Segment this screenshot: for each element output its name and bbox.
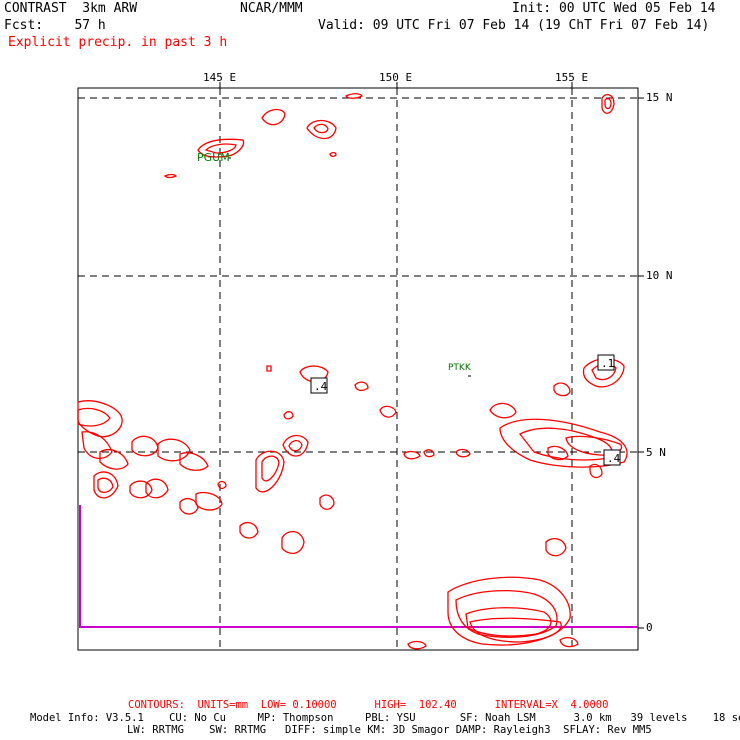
- contour-cell: [313, 123, 329, 134]
- contour-cell: [329, 151, 337, 158]
- model-title: CONTRAST 3km ARW: [4, 1, 138, 16]
- physics-info: LW: RRTMG SW: RRTMG DIFF: simple KM: 3D …: [127, 724, 652, 736]
- contour-cell: [145, 478, 169, 499]
- map-frame: [77, 87, 639, 651]
- contour-cell: [239, 521, 259, 539]
- contour-label-boxes: [310, 354, 621, 466]
- lat-label-15n: 15 N: [646, 91, 673, 104]
- tick-marks: [219, 82, 644, 629]
- contour-cell: [589, 463, 603, 479]
- contour-cell: [288, 439, 303, 452]
- contour-cell: [179, 452, 209, 471]
- contour-cell: [545, 537, 567, 557]
- latlon-grid: [78, 88, 638, 650]
- contour-cell: [204, 143, 237, 154]
- contour-cell: [281, 531, 305, 554]
- contour-cell: [469, 617, 562, 643]
- contour-cell: [77, 407, 111, 427]
- contour-cell: [282, 434, 309, 457]
- contour-cell: [601, 93, 615, 114]
- contour-label: .4: [314, 380, 328, 393]
- contour-cell: [447, 576, 571, 646]
- contour-label-box: [597, 354, 615, 371]
- contour-cell: [489, 402, 517, 419]
- center-name: NCAR/MMM: [240, 1, 303, 16]
- contour-cell: [379, 405, 397, 418]
- contour-cell: [345, 93, 363, 99]
- contour-cell: [518, 427, 613, 461]
- forecast-hour: Fcst: 57 h: [4, 18, 106, 33]
- contour-cell: [499, 418, 628, 468]
- contour-info: CONTOURS: UNITS=mm LOW= 0.10000 HIGH= 10…: [128, 699, 609, 711]
- contour-label: .4: [607, 452, 621, 465]
- contour-cell: [197, 138, 245, 158]
- contour-label-box: [603, 449, 621, 466]
- station-label-pgum: PGUM: [197, 151, 230, 164]
- station-label-ptkk: PTKK: [448, 363, 472, 373]
- contour-cell: [283, 411, 294, 420]
- contour-cell: [559, 637, 579, 648]
- precip-contours: [77, 93, 628, 650]
- contour-label: .1: [601, 357, 614, 370]
- contour-cell: [261, 455, 280, 482]
- contour-cell: [423, 449, 435, 458]
- contour-cell: [465, 607, 552, 637]
- contour-cell: [455, 589, 558, 638]
- contour-cell: [455, 448, 471, 458]
- contour-cell: [99, 449, 129, 470]
- contour-cell: [306, 119, 337, 140]
- contour-cell: [131, 435, 159, 457]
- contour-cell: [547, 445, 569, 461]
- contour-cell: [97, 477, 114, 494]
- valid-time: Valid: 09 UTC Fri 07 Feb 14 (19 ChT Fri …: [318, 18, 710, 33]
- contour-cell: [255, 450, 285, 493]
- contour-cell: [403, 450, 421, 460]
- contour-cell: [179, 497, 199, 515]
- contour-cell: [163, 173, 178, 179]
- lat-label-equator: 0: [646, 621, 653, 634]
- contour-label-box: [310, 377, 328, 394]
- contour-cell: [354, 381, 369, 392]
- station-markers: [228, 157, 471, 377]
- contour-cell: [217, 480, 227, 490]
- lon-label-150: 150 E: [379, 71, 413, 84]
- init-time: Init: 00 UTC Wed 05 Feb 14: [512, 1, 716, 16]
- contour-cell: [407, 640, 427, 650]
- lat-label-10n: 10 N: [646, 269, 673, 282]
- model-info: Model Info: V3.5.1 CU: No Cu MP: Thompso…: [30, 712, 740, 724]
- contour-cell: [77, 400, 123, 438]
- lon-label-155: 155 E: [555, 71, 589, 84]
- contour-cell: [195, 491, 223, 511]
- contour-cell: [157, 438, 191, 462]
- contour-cell: [81, 431, 113, 459]
- contour-cell: [266, 365, 272, 372]
- contour-cell: [93, 471, 119, 499]
- contour-cell: [129, 480, 153, 499]
- contour-cell: [319, 494, 335, 510]
- contour-cell: [261, 108, 286, 126]
- field-title: Explicit precip. in past 3 h: [8, 35, 228, 50]
- contour-cell: [553, 382, 571, 397]
- lat-label-5n: 5 N: [646, 446, 666, 459]
- contour-cell: [604, 97, 612, 110]
- lon-label-145: 145 E: [203, 71, 237, 84]
- contour-cell: [299, 365, 329, 383]
- domain-boundary: [79, 505, 638, 628]
